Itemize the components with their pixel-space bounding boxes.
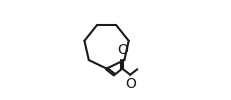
Text: O: O [116,44,127,58]
Text: O: O [124,77,135,91]
